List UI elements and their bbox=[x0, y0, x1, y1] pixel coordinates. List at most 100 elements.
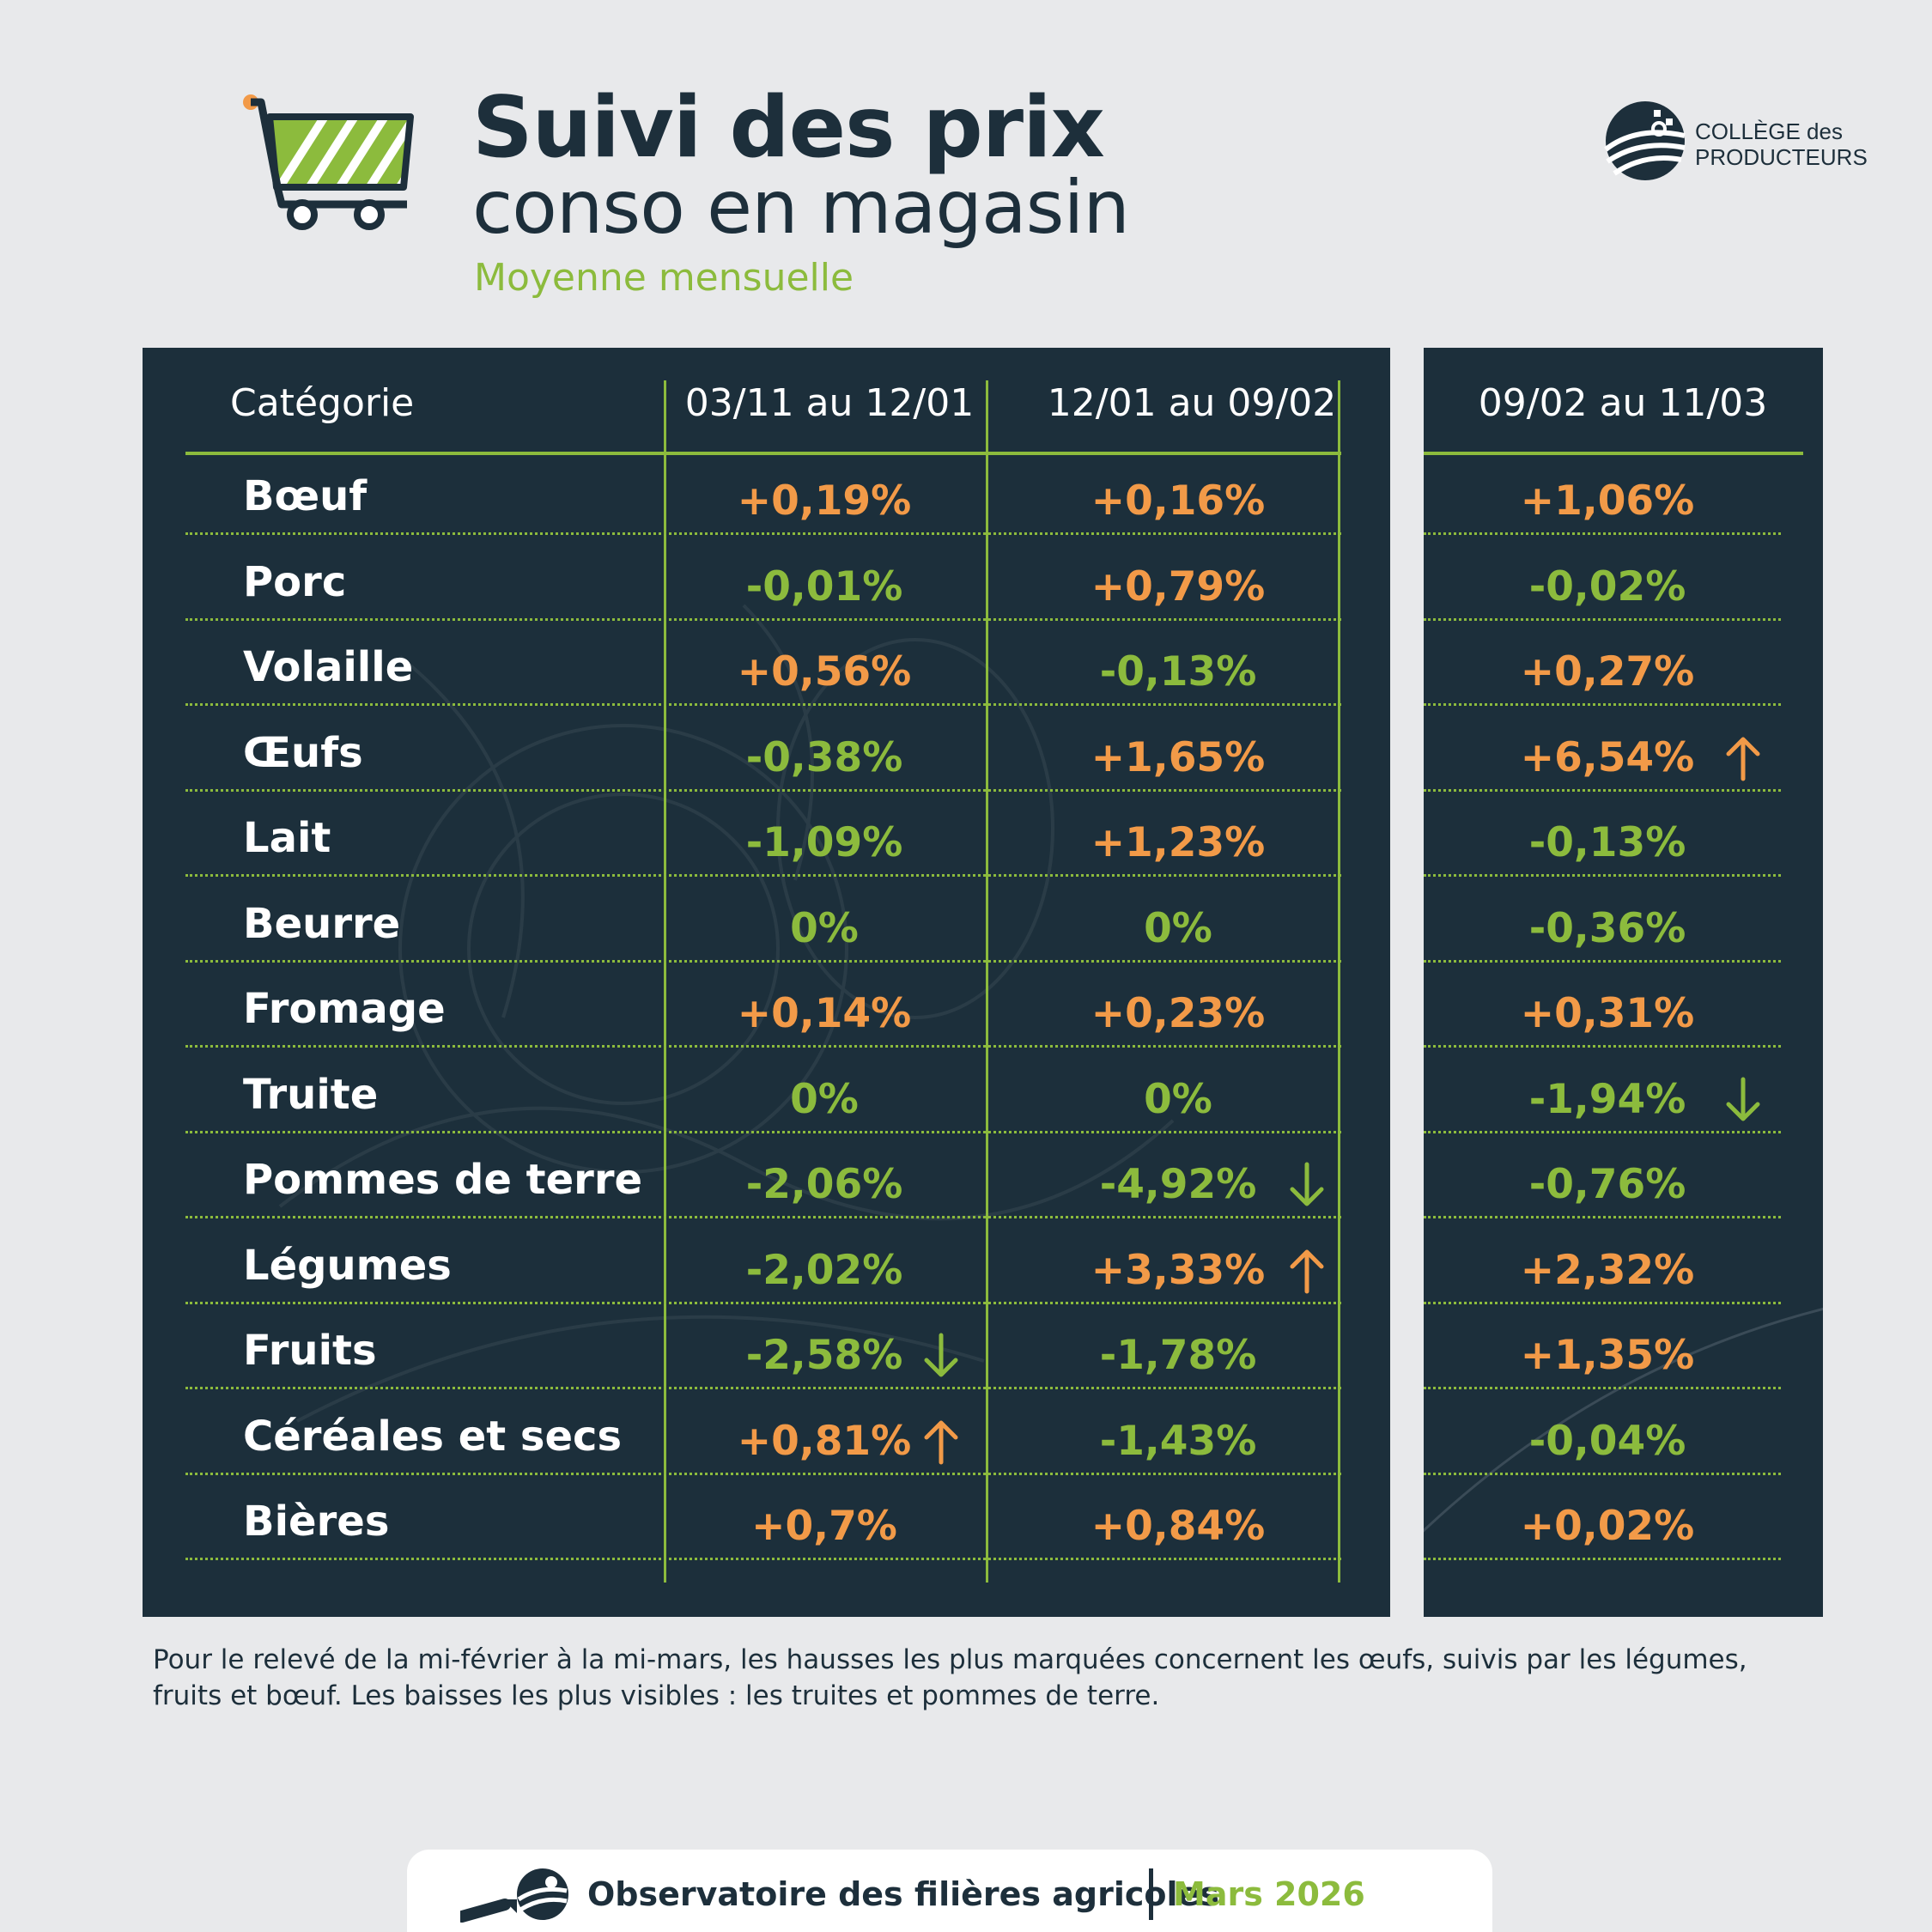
row-separator bbox=[1424, 1472, 1781, 1475]
row-separator bbox=[185, 532, 1341, 535]
row-separator bbox=[185, 959, 1341, 963]
background-illustration bbox=[278, 604, 1175, 1423]
column-header-period-3: 09/02 au 11/03 bbox=[1478, 381, 1768, 425]
row-separator bbox=[1424, 1216, 1781, 1218]
price-change-value: -0,38% bbox=[745, 733, 903, 781]
price-change-value: +0,31% bbox=[1520, 990, 1695, 1037]
arrow-up-icon bbox=[1726, 737, 1760, 781]
row-separator bbox=[1424, 1130, 1781, 1133]
price-change-value: -1,09% bbox=[745, 819, 903, 866]
observatory-icon bbox=[460, 1868, 568, 1923]
price-change-value: +1,06% bbox=[1520, 477, 1695, 525]
row-separator bbox=[185, 1387, 1341, 1389]
page-title-secondary: conso en magasin bbox=[472, 165, 1130, 251]
row-separator bbox=[185, 1130, 1341, 1133]
category-label: Bœuf bbox=[243, 472, 368, 520]
column-header-category: Catégorie bbox=[230, 381, 415, 425]
logo-text-line1: COLLÈGE des bbox=[1695, 118, 1843, 144]
category-label: Fruits bbox=[243, 1327, 377, 1375]
table-panel-left bbox=[143, 348, 1390, 1617]
category-label: Fromage bbox=[243, 985, 446, 1033]
price-change-value: -2,02% bbox=[745, 1246, 903, 1294]
row-separator bbox=[1424, 874, 1781, 877]
price-change-value: 0% bbox=[1144, 1075, 1212, 1123]
footer-date: Mars 2026 bbox=[1173, 1875, 1365, 1913]
price-change-value: -1,78% bbox=[1099, 1332, 1257, 1379]
price-change-value: +1,35% bbox=[1520, 1332, 1695, 1379]
price-change-value: -0,02% bbox=[1528, 562, 1686, 611]
header-underline bbox=[1424, 452, 1803, 455]
category-label: Œufs bbox=[243, 728, 363, 777]
price-change-value: -2,58% bbox=[745, 1332, 903, 1379]
price-change-value: +6,54% bbox=[1520, 733, 1695, 781]
price-change-value: 0% bbox=[790, 1075, 859, 1123]
price-change-value: -0,13% bbox=[1528, 819, 1686, 866]
price-change-value: +2,32% bbox=[1520, 1246, 1695, 1294]
arrow-down-icon bbox=[1290, 1162, 1324, 1206]
category-label: Truite bbox=[243, 1070, 379, 1119]
table-panel-right bbox=[1424, 348, 1823, 1617]
price-change-value: +0,84% bbox=[1091, 1503, 1266, 1550]
row-separator bbox=[185, 1216, 1341, 1218]
row-separator bbox=[185, 788, 1341, 792]
price-change-value: -0,36% bbox=[1528, 904, 1686, 952]
price-change-value: +0,56% bbox=[737, 648, 912, 696]
shopping-cart-icon bbox=[243, 94, 414, 230]
page-subtitle: Moyenne mensuelle bbox=[474, 256, 854, 300]
price-change-value: +0,02% bbox=[1520, 1503, 1695, 1550]
column-divider bbox=[1338, 380, 1340, 1583]
logo-emblem-icon bbox=[1604, 101, 1686, 180]
column-divider bbox=[986, 380, 988, 1583]
price-change-value: +0,79% bbox=[1091, 562, 1266, 611]
category-label: Lait bbox=[243, 814, 331, 862]
column-header-period-2: 12/01 au 09/02 bbox=[1047, 381, 1337, 425]
row-separator bbox=[185, 617, 1341, 621]
price-change-value: +0,7% bbox=[751, 1503, 897, 1550]
decorative-curve bbox=[1424, 1308, 1823, 1533]
price-change-value: 0% bbox=[790, 904, 859, 952]
footer-divider bbox=[1149, 1868, 1153, 1920]
category-label: Beurre bbox=[243, 899, 401, 948]
row-separator bbox=[1424, 1045, 1781, 1048]
price-change-value: -1,43% bbox=[1099, 1417, 1257, 1465]
price-change-value: +1,65% bbox=[1091, 733, 1266, 781]
logo-text-line2: PRODUCTEURS bbox=[1695, 144, 1868, 170]
price-change-value: +0,27% bbox=[1520, 648, 1695, 696]
row-separator bbox=[185, 1045, 1341, 1048]
price-change-value: -0,04% bbox=[1528, 1417, 1686, 1465]
row-separator bbox=[185, 1301, 1341, 1304]
category-label: Bières bbox=[243, 1498, 390, 1546]
row-separator bbox=[185, 874, 1341, 877]
page-title: Suivi des prix bbox=[472, 79, 1105, 177]
price-change-value: -2,06% bbox=[745, 1161, 903, 1208]
arrow-down-icon bbox=[924, 1333, 958, 1377]
price-change-value: +1,23% bbox=[1091, 819, 1266, 866]
summary-note: Pour le relevé de la mi-février à la mi-… bbox=[153, 1644, 1747, 1711]
category-label: Pommes de terre bbox=[243, 1156, 643, 1204]
row-separator bbox=[1424, 1301, 1781, 1304]
header-underline bbox=[185, 452, 1341, 455]
price-change-value: -0,76% bbox=[1528, 1161, 1686, 1208]
price-change-value: -4,92% bbox=[1099, 1161, 1257, 1208]
price-change-value: +0,23% bbox=[1091, 990, 1266, 1037]
row-separator bbox=[1424, 1387, 1781, 1389]
price-change-value: -0,01% bbox=[745, 562, 903, 611]
price-change-value: -1,94% bbox=[1528, 1075, 1686, 1123]
row-separator bbox=[1424, 617, 1781, 621]
category-label: Volaille bbox=[243, 643, 414, 691]
price-change-value: +3,33% bbox=[1091, 1246, 1266, 1294]
row-separator bbox=[185, 1558, 1341, 1560]
row-separator bbox=[1424, 532, 1781, 535]
price-change-value: +0,16% bbox=[1091, 477, 1266, 525]
price-change-value: 0% bbox=[1144, 904, 1212, 952]
footer-card: Observatoire des filières agricoles Mars… bbox=[407, 1850, 1492, 1932]
row-separator bbox=[185, 1472, 1341, 1475]
arrow-up-icon bbox=[1290, 1249, 1324, 1293]
row-separator bbox=[1424, 1558, 1781, 1560]
column-divider bbox=[664, 380, 666, 1583]
arrow-down-icon bbox=[1726, 1077, 1760, 1121]
arrow-up-icon bbox=[924, 1420, 958, 1464]
category-label: Porc bbox=[243, 557, 347, 606]
price-change-value: +0,19% bbox=[737, 477, 912, 525]
footer-label: Observatoire des filières agricoles bbox=[587, 1875, 1219, 1913]
